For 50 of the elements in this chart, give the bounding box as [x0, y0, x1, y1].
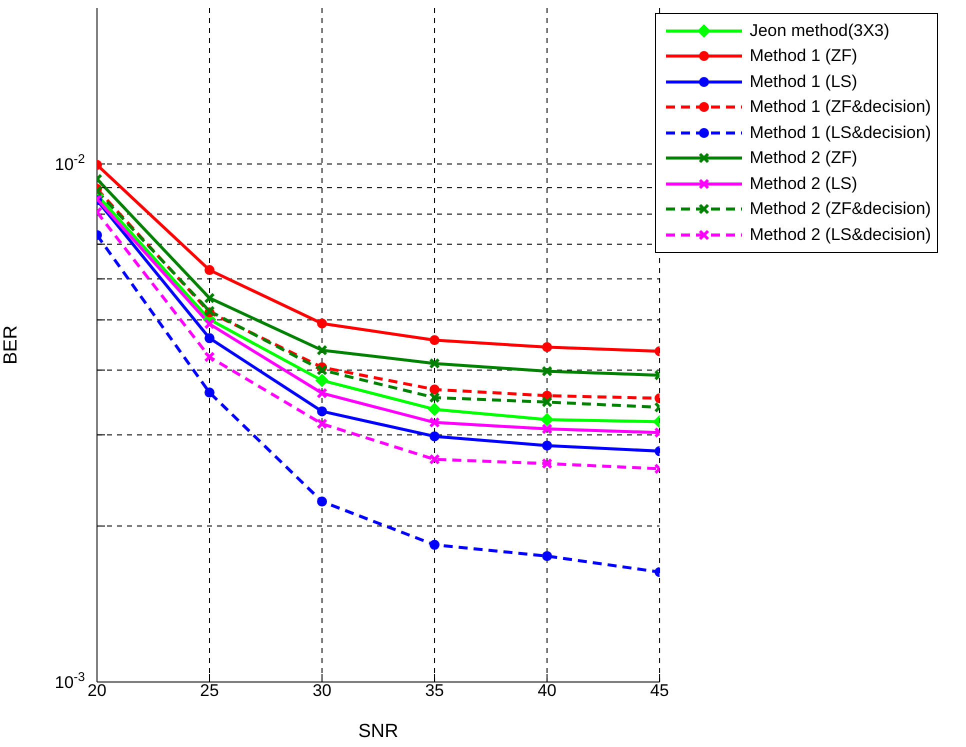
- legend-label: Method 1 (LS): [750, 72, 858, 92]
- point: [542, 551, 552, 562]
- point: [542, 366, 553, 377]
- point: [430, 335, 440, 346]
- legend-label: Method 1 (LS&decision): [750, 122, 931, 143]
- legend-label: Method 2 (LS&decision): [750, 224, 931, 245]
- x-tick-label: 25: [200, 681, 219, 700]
- point: [540, 413, 554, 426]
- x-tick-label: 20: [88, 681, 106, 700]
- x-tick-label: 45: [650, 681, 670, 700]
- point: [542, 440, 552, 451]
- x-tick-label: 40: [538, 681, 557, 700]
- point: [316, 364, 328, 376]
- point: [316, 418, 328, 430]
- point: [316, 344, 328, 356]
- point: [317, 318, 328, 329]
- point: [428, 402, 442, 416]
- point: [430, 384, 440, 394]
- x-axis-title: SNR: [358, 721, 398, 742]
- point: [317, 406, 328, 416]
- point: [204, 292, 216, 304]
- y-tick-label: 10$^{-2}$: [54, 150, 85, 174]
- point: [430, 540, 440, 550]
- legend-label: Method 1 (ZF): [750, 46, 858, 66]
- point: [204, 351, 216, 362]
- x-tick-label: 30: [312, 681, 332, 700]
- legend-label: Method 2 (LS): [750, 174, 858, 194]
- point: [430, 431, 440, 442]
- legend-label: Method 2 (ZF&decision): [750, 199, 931, 220]
- point: [429, 416, 440, 428]
- point: [317, 496, 328, 507]
- point: [316, 388, 328, 399]
- legend-label: Jeon method(3X3): [750, 20, 890, 41]
- point: [542, 458, 553, 470]
- point: [542, 342, 552, 352]
- point: [316, 374, 329, 387]
- y-axis-title: BER: [0, 325, 22, 365]
- legend-label: Method 2 (ZF): [750, 148, 858, 168]
- legend-label: Method 1 (ZF&decision): [750, 97, 931, 118]
- point: [204, 333, 215, 344]
- x-tick-label: 35: [425, 681, 444, 700]
- y-tick-label: 10$^{-3}$: [54, 668, 85, 692]
- point: [429, 392, 440, 404]
- point: [429, 454, 440, 465]
- point: [204, 318, 216, 330]
- point: [204, 388, 215, 398]
- point: [429, 358, 440, 369]
- point: [542, 396, 553, 408]
- point: [542, 423, 553, 434]
- point: [204, 265, 215, 276]
